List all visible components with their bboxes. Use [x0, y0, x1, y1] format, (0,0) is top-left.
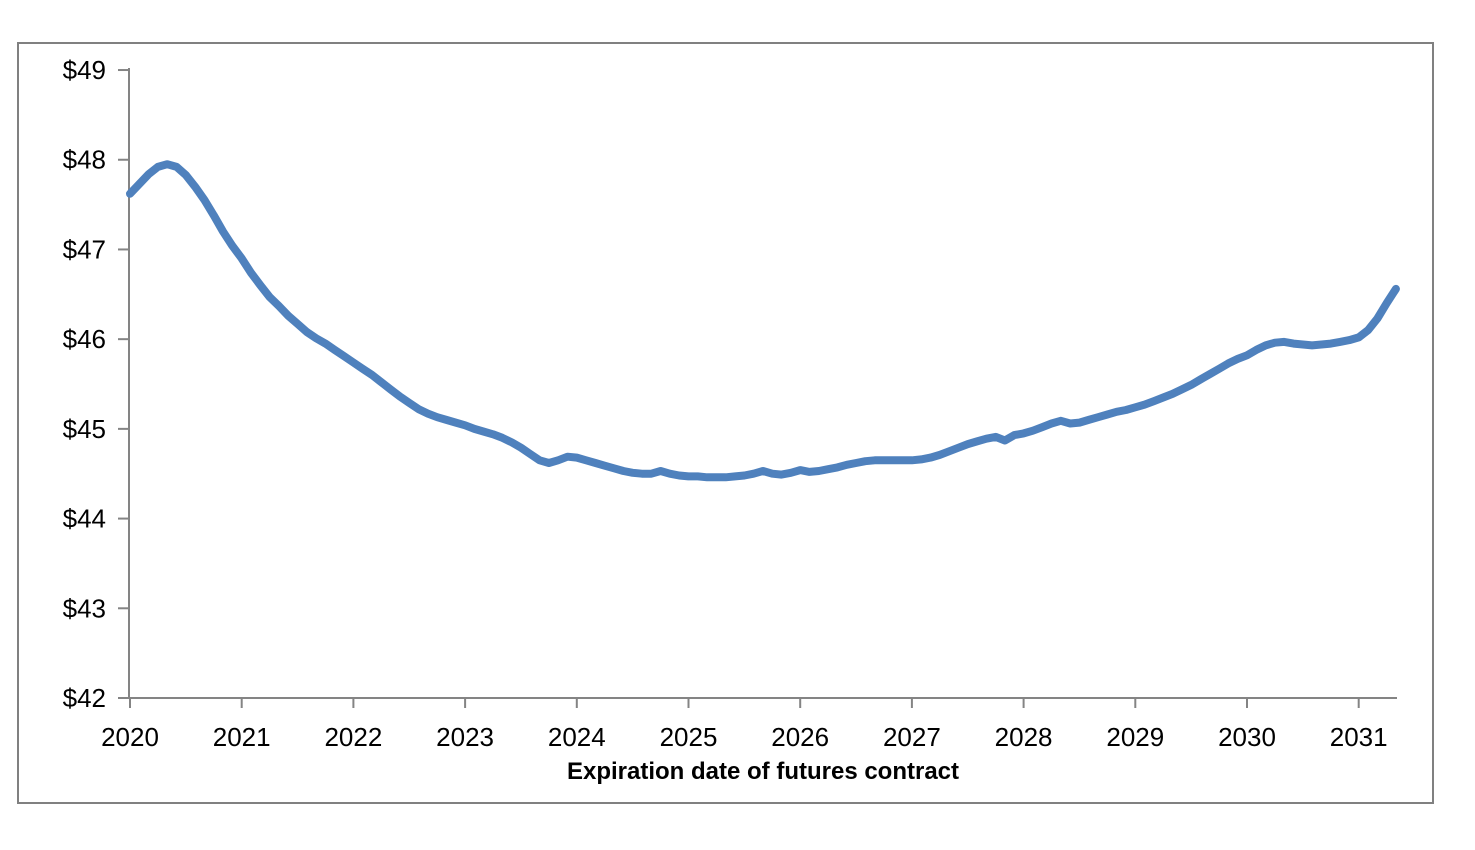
x-tick-label: 2028	[995, 722, 1053, 752]
y-tick-label: $49	[63, 55, 106, 85]
futures-price-line	[126, 160, 1400, 482]
x-tick-label: 2023	[436, 722, 494, 752]
y-tick-label: $47	[63, 234, 106, 264]
x-tick-label: 2029	[1106, 722, 1164, 752]
x-axis-title: Expiration date of futures contract	[566, 758, 960, 785]
y-tick-label: $46	[63, 324, 106, 354]
x-tick-label: 2021	[213, 722, 271, 752]
x-tick-label: 2031	[1330, 722, 1388, 752]
x-tick-label: 2024	[548, 722, 606, 752]
y-tick-label: $44	[63, 504, 106, 534]
x-tick-label: 2020	[101, 722, 159, 752]
x-tick-label: 2026	[771, 722, 829, 752]
x-tick-label: 2025	[660, 722, 718, 752]
x-tick-label: 2030	[1218, 722, 1276, 752]
y-tick-label: $42	[63, 683, 106, 713]
y-tick-label: $43	[63, 593, 106, 623]
x-tick-label: 2022	[324, 722, 382, 752]
y-tick-label: $48	[63, 145, 106, 175]
x-tick-label: 2027	[883, 722, 941, 752]
chart-frame-border	[17, 42, 1434, 804]
y-tick-label: $45	[63, 414, 106, 444]
